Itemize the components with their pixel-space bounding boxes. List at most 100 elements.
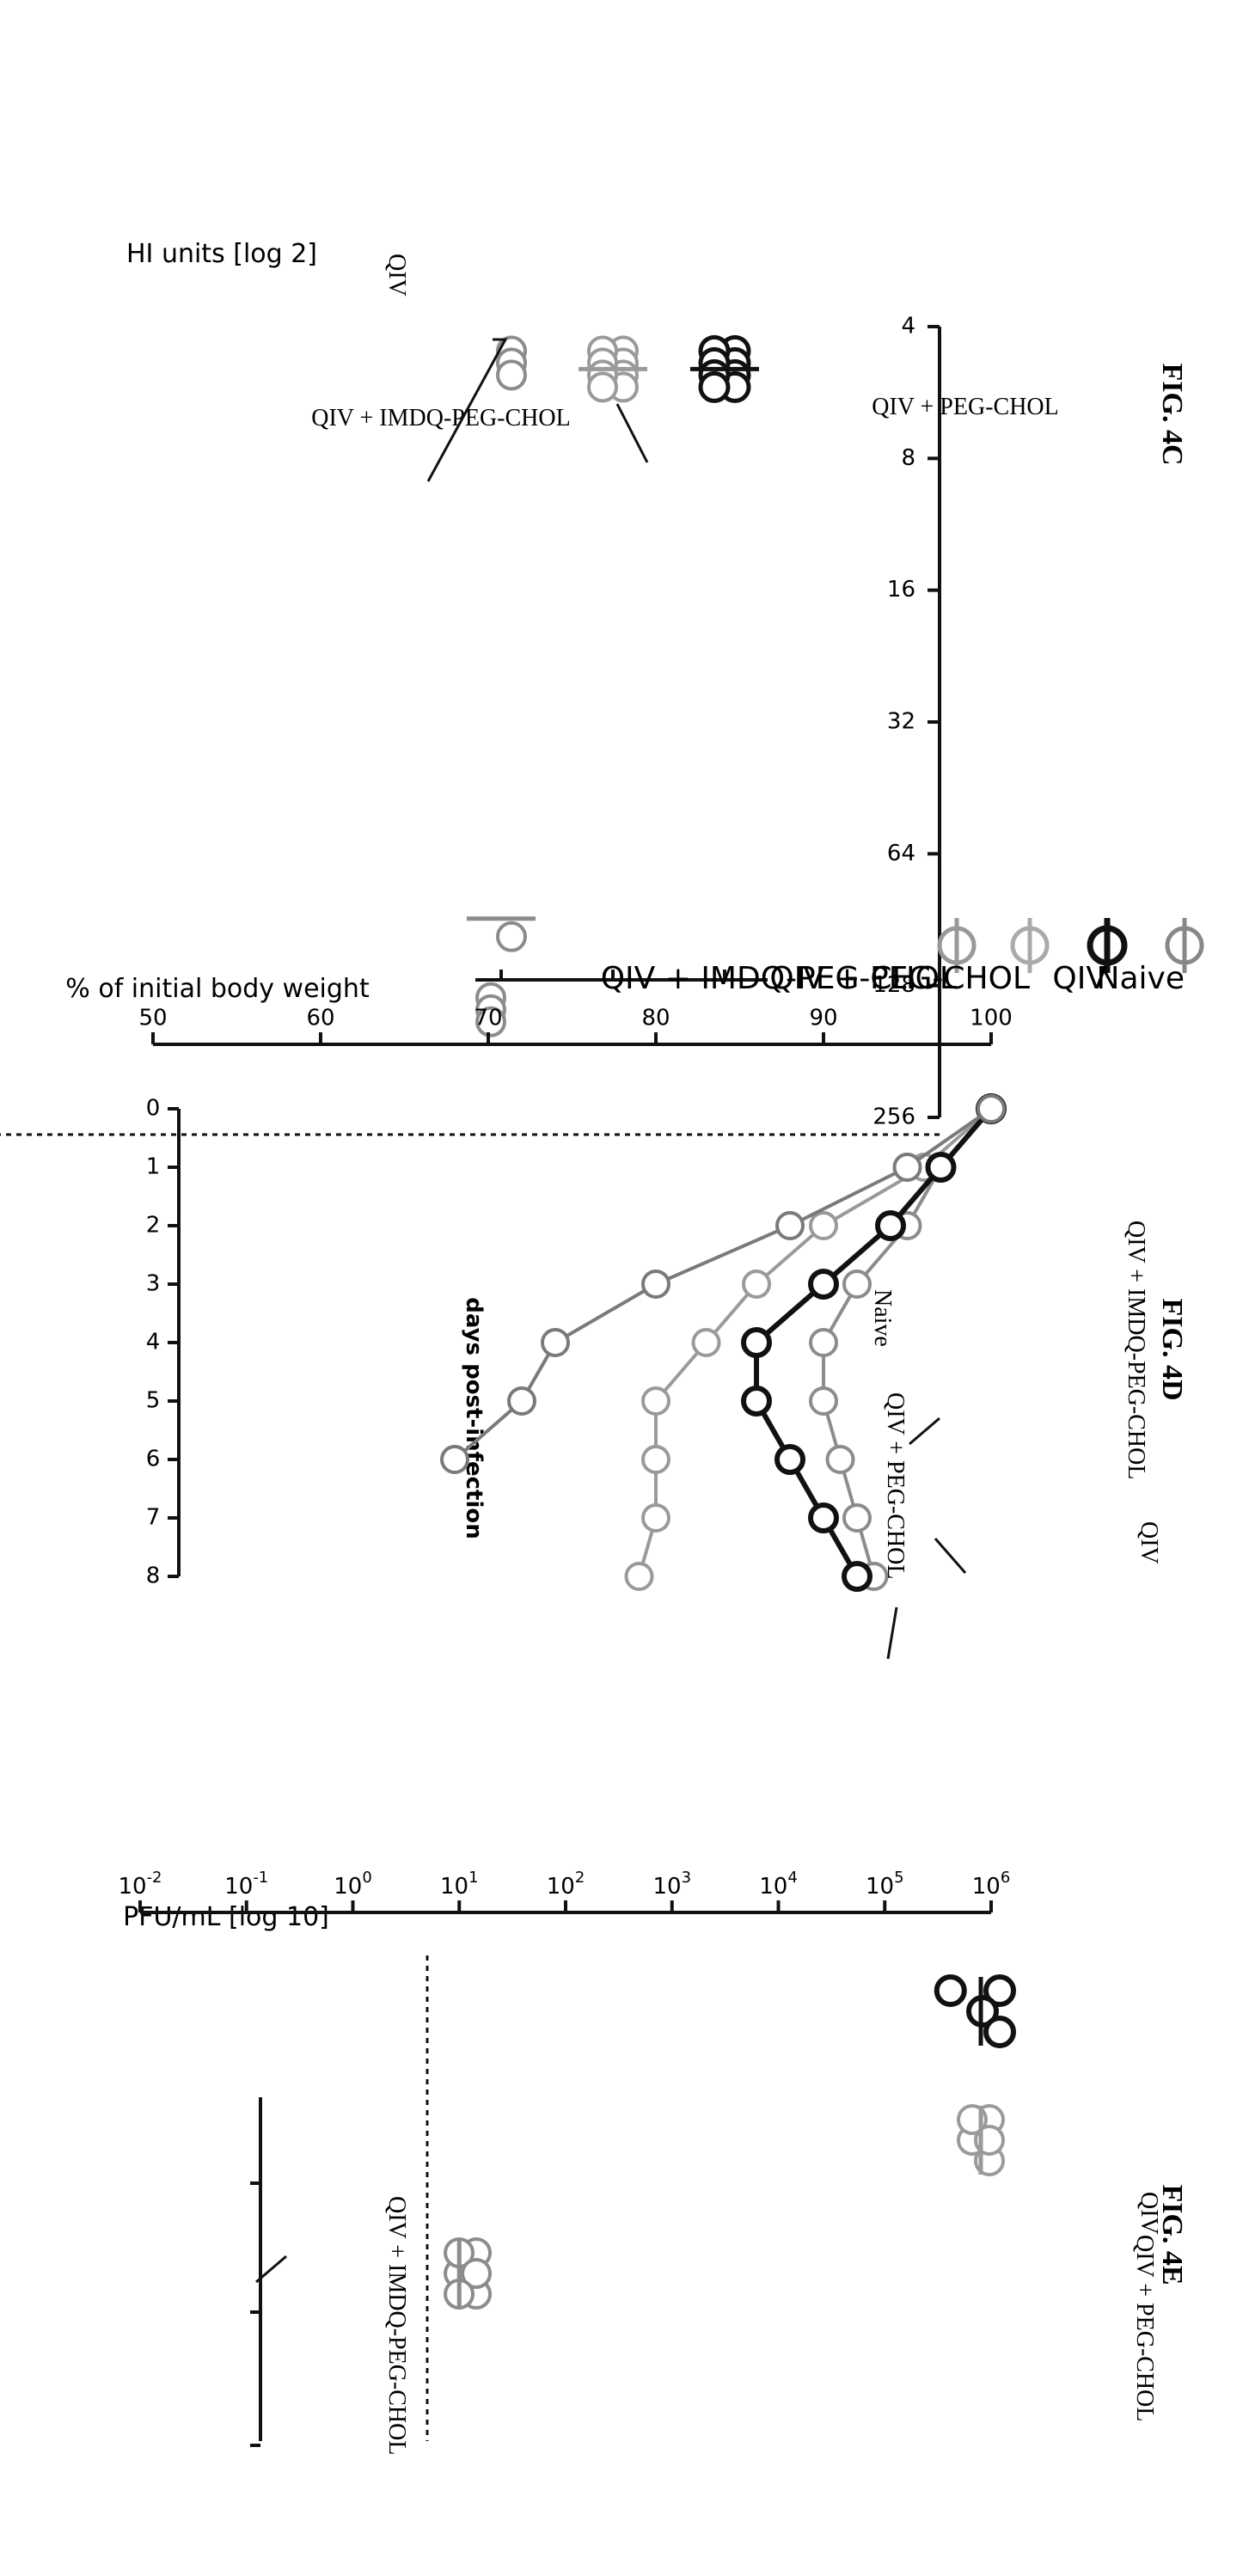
y-tick-label: 103: [652, 1869, 691, 1900]
y-tick-label: 100: [334, 1869, 372, 1900]
data-point: [475, 1006, 506, 1037]
arrow-line: [909, 1416, 940, 1446]
series-point: [641, 1503, 670, 1533]
tick-exponent: 1: [468, 1869, 478, 1887]
data-point: [934, 1974, 967, 2007]
data-point: [496, 359, 527, 391]
tick-base: 10: [547, 1874, 575, 1900]
tick-base: 10: [866, 1874, 894, 1900]
fig-4e-x-axis: [250, 1955, 429, 2447]
series-point: [925, 1152, 957, 1183]
series-point: [541, 1328, 570, 1357]
tick-base: 10: [118, 1874, 146, 1900]
fig-4c-data-points: [467, 334, 759, 1037]
series-point: [624, 1562, 654, 1591]
fig-4c-y-axis-label: HI units [log 2]: [126, 239, 317, 269]
y-tick-label: 105: [866, 1869, 904, 1900]
series-point: [741, 1386, 772, 1416]
fig-4d-annotation-arrows: [886, 1416, 967, 1660]
tick-base: 10: [759, 1874, 787, 1900]
series-point: [842, 1503, 872, 1533]
y-tick-label: 4: [901, 314, 915, 340]
fig-4d-annotation-qiv-peg-chol: QIV + PEG-CHOL: [882, 1392, 909, 1580]
fig-4d-x-axis: 0 1 2 3 4 5 6 7 8: [146, 1096, 181, 1589]
fig-4d-title: FIG. 4D: [1156, 1299, 1188, 1401]
data-point: [496, 921, 527, 952]
fig-4d-annotation-qiv-imdq-peg-chol: QIV + IMDQ-PEG-CHOL: [1123, 1221, 1149, 1479]
data-point: [461, 2258, 493, 2289]
series-point: [742, 1270, 771, 1299]
tick-base: 10: [440, 1874, 468, 1900]
tick-exponent: -1: [253, 1869, 268, 1887]
legend-item-qiv-peg-chol: QIV + PEG-CHOL: [769, 918, 1050, 996]
fig-4e-y-axis: 10-2 10-1 100 101 102 103 104 105 106: [118, 1869, 1010, 1914]
y-tick-label: 10-2: [118, 1869, 162, 1900]
data-point: [983, 2016, 1016, 2048]
arrow-line: [934, 1538, 967, 1574]
x-tick-label: 8: [146, 1563, 161, 1589]
tick-base: 10: [972, 1874, 1001, 1900]
legend-marker-icon: [937, 918, 977, 973]
tick-base: 10: [652, 1874, 681, 1900]
series-point: [809, 1211, 838, 1240]
x-tick-label: 5: [146, 1388, 161, 1414]
series-point: [641, 1386, 670, 1416]
fig-4e-title: FIG. 4E: [1156, 2184, 1188, 2285]
fig-4c-annotation-qiv: QIV: [383, 254, 410, 297]
legend-label-naive: Naive: [1097, 961, 1185, 996]
series-point: [842, 1561, 872, 1592]
y-tick-label: 32: [887, 709, 915, 735]
series-point: [809, 1386, 838, 1416]
legend-marker-icon: [1165, 918, 1204, 973]
series-point: [440, 1445, 469, 1474]
y-tick-label: 60: [306, 1006, 334, 1031]
y-tick-label: 8: [901, 445, 915, 471]
fig-4e-y-axis-label: PFU/mL [log 10]: [123, 1902, 329, 1932]
fig-4e-annotation-qiv-imdq-peg-chol: QIV + IMDQ-PEG-CHOL: [383, 2196, 410, 2455]
y-tick-label: 100: [970, 1006, 1013, 1031]
y-tick-label: 80: [641, 1006, 670, 1031]
tick-exponent: 2: [575, 1869, 585, 1887]
legend-item-qiv: QIV: [1052, 918, 1128, 996]
series-point: [507, 1386, 536, 1416]
series-point: [808, 1269, 839, 1300]
series-point: [892, 1153, 922, 1182]
fig-4d-panel: FIG. 4D % of initial body weight days po…: [65, 974, 1188, 1660]
series-point: [741, 1327, 772, 1358]
fig-4e-panel: FIG. 4E PFU/mL [log 10] 10-2 10-1 100 101 10…: [118, 1869, 1188, 2455]
fig-4e-annotation-qiv-peg-chol: QIV + PEG-CHOL: [1131, 2235, 1158, 2422]
series-point: [825, 1445, 855, 1474]
tick-base: 10: [224, 1874, 253, 1900]
legend-label-qiv-peg-chol: QIV + PEG-CHOL: [769, 961, 1030, 996]
series-point: [842, 1270, 872, 1299]
x-tick-label: 1: [146, 1154, 161, 1180]
fig-4e-annotation-qiv: QIV: [1136, 2192, 1162, 2235]
fig-4d-x-axis-label: days post-infection: [461, 1297, 487, 1539]
fig-4c-annotation-qiv-imdq-peg-chol: QIV + IMDQ-PEG-CHOL: [311, 405, 570, 431]
legend-item-qiv-imdq-peg-chol: QIV + IMDQ-PEG-CHOL: [601, 918, 977, 996]
fig-4d-y-axis-label: % of initial body weight: [65, 974, 370, 1004]
series-point: [977, 1094, 1006, 1123]
y-tick-label: 10-1: [224, 1869, 268, 1900]
y-tick-label: 90: [809, 1006, 837, 1031]
fig-4c-y-axis: 4 8 16 32 64 128 256: [872, 314, 941, 1130]
y-tick-label: 128: [872, 972, 915, 998]
fig-4c-title: FIG. 4C: [1156, 364, 1188, 466]
arrow-line: [426, 338, 508, 482]
series-point: [775, 1444, 805, 1475]
series-point: [775, 1211, 805, 1240]
series-point: [691, 1328, 721, 1357]
x-tick-label: 6: [146, 1447, 161, 1472]
series-point: [641, 1270, 670, 1299]
series-point: [808, 1502, 839, 1533]
fig-4e-data-points: [444, 1974, 1016, 2310]
series-point: [641, 1445, 670, 1474]
fig-4d-annotation-qiv: QIV: [1136, 1521, 1162, 1564]
x-tick-label: 2: [146, 1213, 161, 1239]
y-tick-label: 64: [887, 841, 915, 866]
fig-4d-annotation-naive: Naive: [869, 1289, 896, 1347]
legend-marker-icon: [1087, 918, 1128, 973]
legend: QIV + IMDQ-PEG-CHOL QIV + PEG-CHOL QIV N…: [601, 918, 1204, 996]
